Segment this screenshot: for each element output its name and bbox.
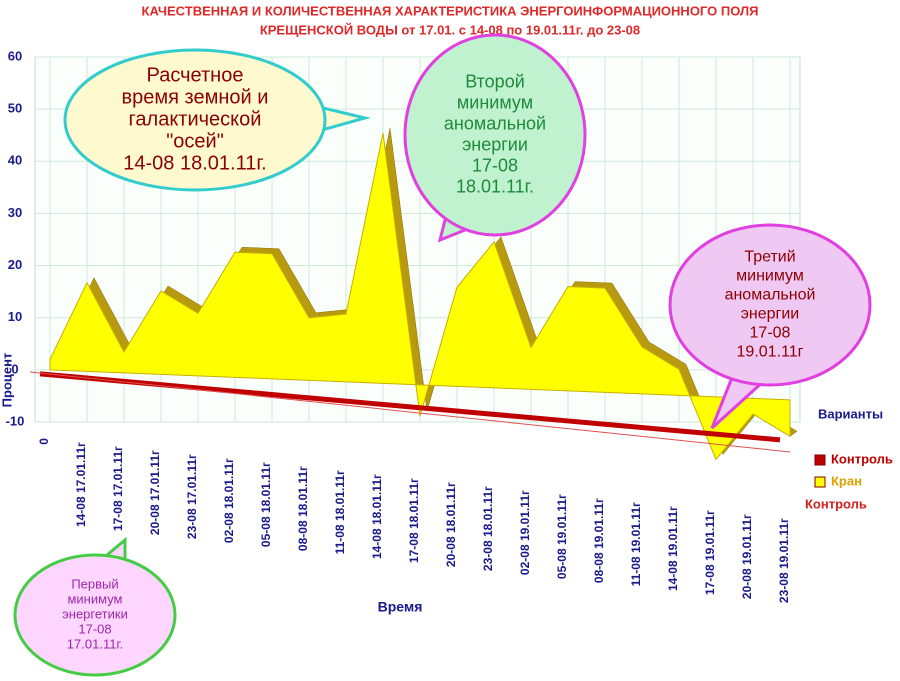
x-tick-label: 14-08 17.01.11г <box>74 442 88 527</box>
x-tick-label: 05-08 19.01.11г <box>555 494 569 579</box>
x-tick-label: 08-08 19.01.11г <box>592 498 606 583</box>
callout-text: минимум <box>67 591 122 606</box>
callout-text: аномальной <box>444 113 546 133</box>
callout-text: 17.01.11г. <box>67 636 123 651</box>
x-axis-label: Время <box>378 599 423 615</box>
legend-swatch <box>814 476 826 488</box>
x-tick-label: 08-08 18.01.11г <box>296 466 310 551</box>
legend-swatch <box>814 454 826 466</box>
callout-text: минимум <box>736 268 804 285</box>
x-tick-label: 02-08 18.01.11г <box>222 458 236 543</box>
x-tick-label: 0 <box>37 438 51 445</box>
callout-text: 17-08 <box>78 621 111 636</box>
area <box>49 132 791 461</box>
x-tick-label: 05-08 18.01.11г <box>259 462 273 547</box>
callout-text: энергии <box>462 134 528 154</box>
y-tick-label: 0 <box>11 361 18 376</box>
chart-title: КАЧЕСТВЕННАЯ И КОЛИЧЕСТВЕННАЯ ХАРАКТЕРИС… <box>142 3 759 18</box>
y-tick-label: -10 <box>6 413 25 428</box>
y-tick-label: 10 <box>8 309 22 324</box>
y-tick-label: 30 <box>8 205 22 220</box>
x-tick-label: 17-08 17.01.11г <box>111 446 125 531</box>
x-tick-label: 23-08 17.01.11г <box>185 454 199 539</box>
depth-axis-label: Контроль <box>805 496 867 511</box>
y-axis-label: Процент <box>0 353 14 408</box>
x-tick-label: 20-08 17.01.11г <box>148 450 162 535</box>
x-tick-label: 17-08 18.01.11г <box>407 478 421 563</box>
callout-text: аномальной <box>725 287 816 304</box>
callout-text: 19.01.11г <box>737 344 804 361</box>
callout-text: 18.01.11г. <box>456 176 534 196</box>
floor-edge <box>29 371 791 453</box>
x-tick-label: 20-08 19.01.11г <box>740 514 754 599</box>
callout-text: 14-08 18.01.11г. <box>123 152 267 174</box>
callout-text: 17-08 <box>750 325 791 342</box>
y-tick-label: 50 <box>8 101 22 116</box>
callout <box>13 553 177 677</box>
callout-text: Расчетное <box>147 64 244 86</box>
x-tick-label: 20-08 18.01.11г <box>444 482 458 567</box>
x-tick-label: 11-08 18.01.11г <box>333 470 347 554</box>
callout-text: Первый <box>71 576 118 591</box>
legend-title: Варианты <box>818 406 883 421</box>
x-tick-label: 23-08 19.01.11г <box>777 518 791 603</box>
x-tick-label: 23-08 18.01.11г <box>481 486 495 571</box>
x-tick-label: 14-08 19.01.11г <box>666 506 680 591</box>
callout <box>63 48 327 192</box>
y-tick-label: 40 <box>8 153 22 168</box>
x-tick-label: 17-08 19.01.11г <box>703 510 717 595</box>
x-tick-label: 14-08 18.01.11г <box>370 474 384 559</box>
x-tick-label: 11-08 19.01.11г <box>629 502 643 586</box>
callout-text: энергетики <box>62 606 128 621</box>
legend: Контроль Кран <box>814 451 893 488</box>
callout-text: время земной и <box>122 86 269 108</box>
callout-text: "осей" <box>166 130 224 152</box>
callout <box>668 223 872 387</box>
x-tick-label: 02-08 19.01.11г <box>518 490 532 575</box>
callout <box>403 33 587 237</box>
y-tick-label: 60 <box>8 48 22 63</box>
callout-text: энергии <box>741 306 800 323</box>
control-band <box>39 371 781 443</box>
callout-text: минимум <box>457 92 533 112</box>
y-tick-label: 20 <box>8 257 22 272</box>
callout-text: 17-08 <box>472 155 518 175</box>
callout-text: галактической <box>129 108 262 130</box>
legend-label: Контроль <box>831 451 893 466</box>
legend-label: Кран <box>831 473 862 488</box>
callout-text: Третий <box>744 249 795 266</box>
chart-title: КРЕЩЕНСКОЙ ВОДЫ от 17.01. с 14-08 по 19.… <box>260 22 640 37</box>
callout-text: Второй <box>465 71 525 91</box>
